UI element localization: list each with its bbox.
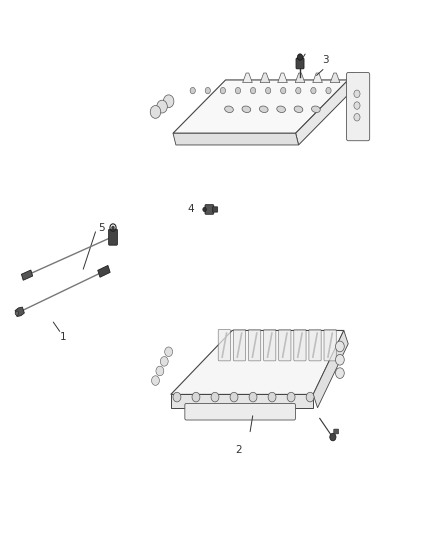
- FancyBboxPatch shape: [109, 229, 117, 245]
- Circle shape: [354, 102, 360, 109]
- Circle shape: [15, 311, 18, 316]
- Polygon shape: [171, 394, 313, 408]
- FancyBboxPatch shape: [346, 72, 370, 141]
- Ellipse shape: [242, 106, 251, 112]
- FancyBboxPatch shape: [279, 329, 291, 361]
- Circle shape: [281, 87, 286, 94]
- Circle shape: [160, 357, 168, 366]
- Polygon shape: [98, 265, 110, 277]
- Text: 4: 4: [187, 205, 194, 214]
- Circle shape: [156, 366, 164, 376]
- Circle shape: [306, 392, 314, 402]
- Polygon shape: [15, 307, 25, 317]
- Polygon shape: [278, 73, 287, 83]
- Polygon shape: [21, 270, 33, 280]
- Circle shape: [354, 90, 360, 98]
- Polygon shape: [173, 133, 299, 145]
- Circle shape: [330, 433, 336, 441]
- Circle shape: [287, 392, 295, 402]
- FancyBboxPatch shape: [296, 58, 304, 69]
- FancyBboxPatch shape: [324, 329, 336, 361]
- FancyBboxPatch shape: [233, 329, 246, 361]
- Polygon shape: [173, 80, 348, 133]
- Circle shape: [336, 341, 344, 352]
- FancyBboxPatch shape: [212, 207, 218, 212]
- Circle shape: [112, 226, 114, 229]
- Circle shape: [354, 114, 360, 121]
- Circle shape: [311, 87, 316, 94]
- Circle shape: [336, 354, 344, 365]
- Polygon shape: [330, 73, 340, 83]
- Circle shape: [152, 376, 159, 385]
- Circle shape: [297, 54, 303, 60]
- Ellipse shape: [259, 106, 268, 112]
- Circle shape: [205, 87, 210, 94]
- Ellipse shape: [294, 106, 303, 112]
- FancyBboxPatch shape: [294, 329, 306, 361]
- Circle shape: [203, 207, 206, 212]
- Circle shape: [157, 100, 167, 113]
- Polygon shape: [295, 73, 305, 83]
- Polygon shape: [348, 73, 357, 83]
- Circle shape: [163, 95, 174, 108]
- Circle shape: [190, 87, 195, 94]
- Text: 2: 2: [235, 446, 242, 455]
- Circle shape: [249, 392, 257, 402]
- Polygon shape: [296, 80, 351, 145]
- FancyBboxPatch shape: [334, 429, 339, 434]
- Circle shape: [336, 368, 344, 378]
- FancyBboxPatch shape: [218, 329, 230, 361]
- Polygon shape: [243, 73, 252, 83]
- FancyBboxPatch shape: [248, 329, 261, 361]
- Circle shape: [326, 87, 331, 94]
- Ellipse shape: [277, 106, 286, 112]
- Ellipse shape: [311, 106, 320, 112]
- Circle shape: [251, 87, 256, 94]
- Circle shape: [296, 87, 301, 94]
- Circle shape: [220, 87, 226, 94]
- FancyBboxPatch shape: [264, 329, 276, 361]
- Circle shape: [150, 106, 161, 118]
- Circle shape: [265, 87, 271, 94]
- Circle shape: [211, 392, 219, 402]
- FancyBboxPatch shape: [309, 329, 321, 361]
- Polygon shape: [313, 73, 322, 83]
- Circle shape: [192, 392, 200, 402]
- Polygon shape: [260, 73, 270, 83]
- Circle shape: [235, 87, 240, 94]
- Circle shape: [165, 347, 173, 357]
- Circle shape: [230, 392, 238, 402]
- Circle shape: [268, 392, 276, 402]
- Circle shape: [173, 392, 181, 402]
- FancyBboxPatch shape: [185, 403, 295, 420]
- Text: 5: 5: [98, 223, 105, 233]
- FancyBboxPatch shape: [205, 205, 214, 214]
- Ellipse shape: [225, 106, 233, 112]
- Polygon shape: [171, 330, 344, 394]
- Polygon shape: [313, 330, 348, 408]
- Text: 1: 1: [60, 332, 67, 342]
- Text: 3: 3: [321, 55, 328, 64]
